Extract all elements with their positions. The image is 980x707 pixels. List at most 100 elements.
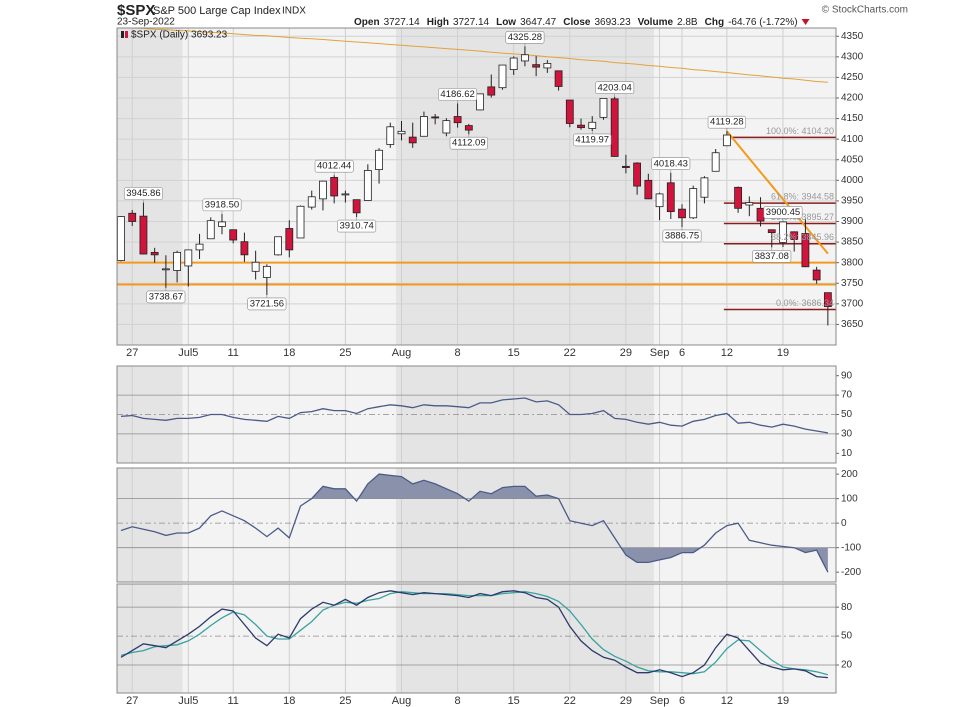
y-tick-label: -100 xyxy=(841,542,861,553)
candle-body xyxy=(442,120,451,134)
line xyxy=(120,590,828,679)
x-tick-label: Sep xyxy=(650,695,670,707)
candle-body xyxy=(779,221,787,243)
stat-value: 3727.14 xyxy=(384,17,421,28)
x-tick-label: Jul5 xyxy=(178,695,198,707)
price-label: 4018.43 xyxy=(654,158,688,169)
stat-value: 3693.23 xyxy=(594,17,631,28)
y-tick-label: 4200 xyxy=(841,93,864,104)
y-tick-label: 3750 xyxy=(841,278,864,289)
oversold-fill xyxy=(621,547,828,573)
month-band xyxy=(117,584,183,693)
price-label: 3900.45 xyxy=(766,207,800,218)
panel-border xyxy=(116,365,837,464)
y-tick-label: 3900 xyxy=(841,216,864,227)
y-tick-label: 3700 xyxy=(841,298,864,309)
candle-body xyxy=(262,265,271,278)
price-label: 3918.50 xyxy=(205,199,239,210)
candle-body xyxy=(801,233,810,268)
candle-body xyxy=(173,251,182,271)
candle-body xyxy=(565,99,574,124)
plot xyxy=(120,473,829,573)
candle-body xyxy=(285,228,294,251)
fib-label: 100.0%: 4104.20 xyxy=(766,126,834,136)
month-band xyxy=(653,28,836,345)
line xyxy=(120,473,829,573)
x-tick-label: 19 xyxy=(777,347,789,359)
source: © StockCharts.com xyxy=(822,5,908,16)
x-tick-label: 18 xyxy=(283,347,295,359)
price-label: 3886.75 xyxy=(665,230,699,241)
price-label: 4186.62 xyxy=(440,89,474,100)
price-label: 4119.97 xyxy=(575,134,609,145)
candle-body xyxy=(700,177,709,198)
candle-body xyxy=(195,243,204,251)
candle-body xyxy=(319,180,327,200)
stat-value: 2.8B xyxy=(677,17,698,28)
y-tick-label: 50 xyxy=(841,631,853,642)
x-tick-label: Aug xyxy=(392,695,412,707)
candle-body xyxy=(453,116,462,124)
x-tick-label: 15 xyxy=(508,347,520,359)
candle-body xyxy=(711,152,720,172)
candle-body xyxy=(464,125,473,131)
candle-body xyxy=(498,64,507,89)
price-label: 4012.44 xyxy=(317,161,351,172)
candle-body xyxy=(330,177,339,197)
y-tick-label: 30 xyxy=(841,429,853,440)
candle-body xyxy=(408,136,417,144)
x-tick-label: 6 xyxy=(679,695,685,707)
candle-body xyxy=(487,86,496,96)
stat-value: 3727.14 xyxy=(453,17,490,28)
candle-body xyxy=(117,216,125,262)
price-label: 4119.28 xyxy=(710,117,744,128)
y-tick-label: 20 xyxy=(841,660,853,671)
stat-value: -64.76 (-1.72%) xyxy=(728,17,797,28)
x-tick-label: 12 xyxy=(721,695,733,707)
date: 23-Sep-2022 xyxy=(117,17,175,28)
exchange: INDX xyxy=(282,6,306,17)
candle-body xyxy=(476,93,484,111)
y-tick-label: 200 xyxy=(841,469,858,480)
fib-label: 50.0%: 3895.27 xyxy=(771,212,834,222)
price-label: 3738.67 xyxy=(149,291,183,302)
y-tick-label: 4050 xyxy=(841,154,864,165)
stat-name: Chg xyxy=(705,17,724,28)
candle-body xyxy=(790,231,799,241)
candle-body xyxy=(431,116,440,119)
panel-border xyxy=(116,583,837,694)
legend-icon xyxy=(121,31,124,38)
line xyxy=(120,397,829,434)
y-tick-label: 4250 xyxy=(841,72,864,83)
candle-body xyxy=(756,207,765,222)
stat-value: 3647.47 xyxy=(520,17,557,28)
candle-body xyxy=(633,162,642,187)
month-band xyxy=(653,468,836,582)
candle-body xyxy=(745,202,754,206)
candle-body xyxy=(341,193,350,196)
candle-body xyxy=(229,229,238,241)
line xyxy=(726,130,829,255)
candle-body xyxy=(543,63,552,69)
fib-label: 38.2%: 3845.96 xyxy=(771,232,834,242)
x-tick-label: 25 xyxy=(339,347,351,359)
legend-icon xyxy=(125,31,128,38)
price-label: 3945.86 xyxy=(126,188,160,199)
candle-body xyxy=(240,241,249,256)
candle-body xyxy=(128,212,137,222)
candle-body xyxy=(734,186,742,209)
y-tick-label: 4000 xyxy=(841,175,864,186)
candle-body xyxy=(599,97,608,118)
candle-body xyxy=(610,98,619,157)
candle-body xyxy=(767,229,776,234)
candle-body xyxy=(577,124,585,129)
candle-body xyxy=(375,149,383,171)
candle-body xyxy=(644,179,653,200)
x-tick-label: 8 xyxy=(455,347,461,359)
candle-body xyxy=(218,221,226,227)
candle-body xyxy=(307,196,316,208)
x-tick-label: 25 xyxy=(339,695,351,707)
candle-body xyxy=(689,188,698,219)
candle-body xyxy=(823,292,832,308)
x-tick-label: 11 xyxy=(227,695,238,707)
